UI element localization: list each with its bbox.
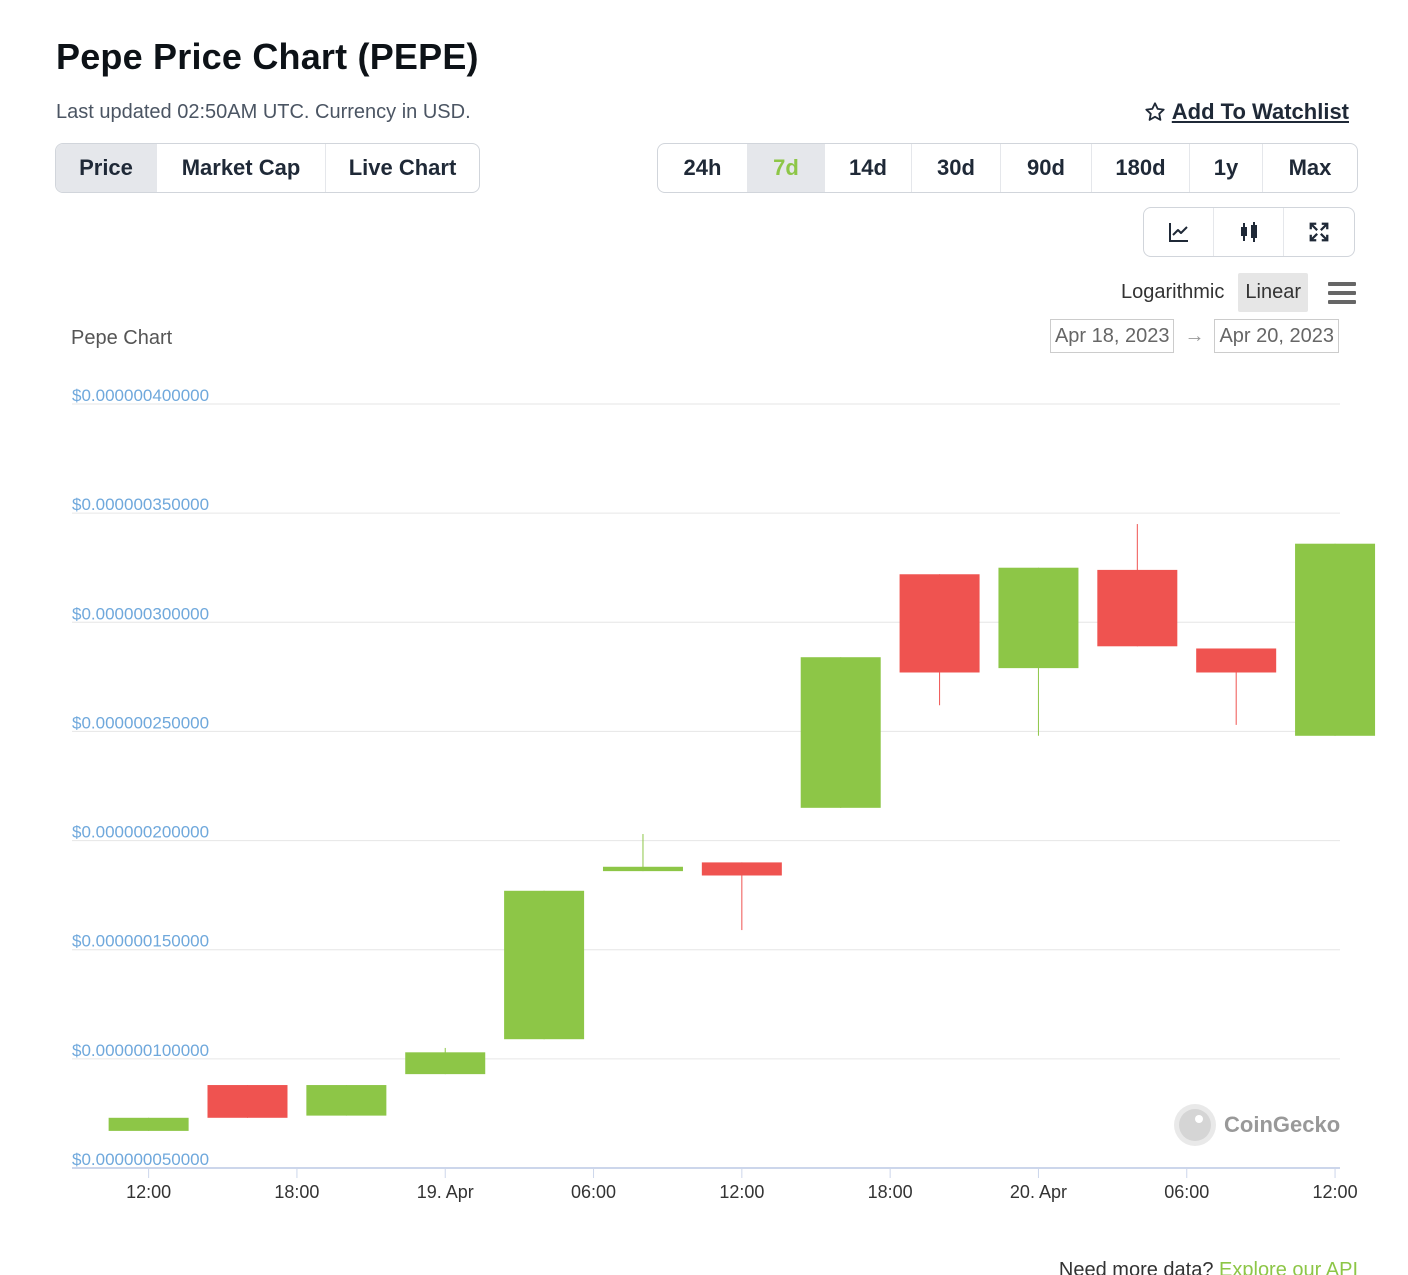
range-30d[interactable]: 30d (912, 144, 1001, 192)
watchlist-label: Add To Watchlist (1171, 99, 1349, 124)
y-tick-label: $0.000000300000 (72, 604, 209, 623)
x-tick-label: 12:00 (1313, 1182, 1358, 1202)
date-range: Apr 18, 2023 → Apr 20, 2023 (1049, 319, 1339, 353)
range-90d[interactable]: 90d (1001, 144, 1092, 192)
y-tick-label: $0.000000200000 (72, 823, 209, 842)
candle-down (701, 862, 782, 876)
footer-text: Need more data? (1058, 1259, 1214, 1275)
y-tick-label: $0.000000400000 (72, 386, 209, 405)
coingecko-credit: CoinGecko (1224, 1112, 1340, 1137)
footer-note: Need more data? Explore our API (1059, 1259, 1358, 1275)
x-tick-label: 06:00 (571, 1182, 616, 1202)
star-icon (1145, 102, 1165, 121)
tab-market-cap[interactable]: Market Cap (157, 144, 326, 192)
candle-up (108, 1117, 189, 1131)
x-tick-label: 19. Apr (417, 1182, 474, 1202)
arrow-right-icon: → (1184, 324, 1205, 347)
candle-up (1295, 543, 1376, 736)
candle-up (800, 657, 881, 808)
chart-type-tabs: Price Market Cap Live Chart (55, 143, 480, 193)
range-14d[interactable]: 14d (825, 144, 912, 192)
candle-down (1097, 569, 1178, 647)
candle-up (998, 567, 1079, 669)
candlestick-icon (1240, 222, 1257, 242)
y-tick-label: $0.000000050000 (72, 1150, 209, 1169)
x-tick-label: 12:00 (719, 1182, 764, 1202)
linear-option[interactable]: Linear (1238, 273, 1308, 312)
hamburger-menu-icon[interactable] (1328, 281, 1356, 304)
x-tick-label: 06:00 (1164, 1182, 1209, 1202)
y-tick-label: $0.000000100000 (72, 1041, 209, 1060)
candle-down (899, 574, 980, 673)
y-tick-label: $0.000000250000 (72, 713, 209, 732)
logarithmic-option[interactable]: Logarithmic (1121, 281, 1225, 303)
range-max[interactable]: Max (1288, 155, 1332, 180)
tab-price[interactable]: Price (56, 144, 157, 192)
range-180d[interactable]: 180d (1092, 144, 1190, 192)
price-chart[interactable]: $0.000000050000 $0.000000100000 $0.0000001… (0, 370, 1408, 1230)
candle-up (504, 890, 585, 1040)
candle-up (306, 1085, 387, 1116)
x-tick-label: 12:00 (126, 1182, 171, 1202)
chart-title: Pepe Chart (71, 327, 173, 349)
chart-tools (1143, 207, 1355, 257)
scale-selector: Logarithmic Linear (1121, 273, 1356, 312)
range-7d[interactable]: 7d (748, 144, 825, 192)
explore-api-link[interactable]: Explore our API (1219, 1259, 1358, 1275)
line-chart-button[interactable] (1144, 208, 1214, 256)
add-to-watchlist-link[interactable]: Add To Watchlist (1144, 99, 1349, 125)
candle-up (405, 1052, 486, 1075)
tab-live-chart[interactable]: Live Chart (348, 155, 457, 180)
time-range-selector: 24h 7d 14d 30d 90d 180d 1y Max (657, 143, 1358, 193)
last-updated-text: Last updated 02:50AM UTC. Currency in US… (56, 101, 471, 123)
x-tick-label: 18:00 (274, 1182, 319, 1202)
page-title: Pepe Price Chart (PEPE) (56, 36, 479, 77)
candle-up (602, 866, 683, 872)
range-1y[interactable]: 1y (1190, 144, 1263, 192)
x-tick-label: 20. Apr (1010, 1182, 1067, 1202)
fullscreen-icon (1309, 222, 1329, 242)
candle-down (1196, 648, 1277, 673)
line-chart-icon (1168, 223, 1188, 242)
fullscreen-button[interactable] (1284, 208, 1354, 256)
date-to-input[interactable]: Apr 20, 2023 (1214, 319, 1339, 353)
range-24h[interactable]: 24h (658, 144, 748, 192)
x-tick-label: 18:00 (868, 1182, 913, 1202)
y-tick-label: $0.000000350000 (72, 495, 209, 514)
candle-down (207, 1085, 288, 1118)
date-from-input[interactable]: Apr 18, 2023 (1049, 319, 1175, 353)
candlestick-button[interactable] (1214, 208, 1284, 256)
y-tick-label: $0.000000150000 (72, 932, 209, 951)
coingecko-logo-icon (1174, 1104, 1216, 1146)
